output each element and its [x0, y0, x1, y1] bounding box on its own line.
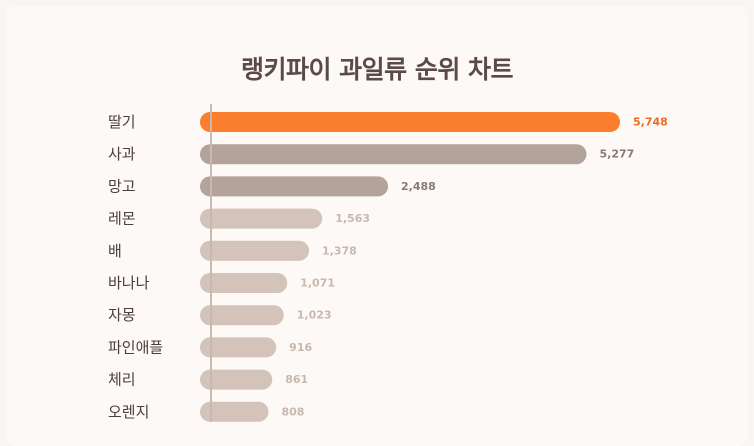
bar	[200, 144, 587, 165]
category-label: 망고	[108, 177, 136, 195]
chart-card	[6, 6, 748, 446]
bar	[200, 369, 273, 390]
value-label: 916	[289, 341, 312, 354]
category-label: 배	[108, 242, 122, 260]
bar	[200, 208, 323, 229]
value-label: 1,563	[335, 212, 370, 225]
value-label: 5,748	[633, 116, 668, 129]
bar	[200, 112, 620, 132]
category-label: 체리	[108, 371, 136, 389]
category-label: 자몽	[108, 306, 136, 324]
value-label: 1,071	[300, 277, 335, 290]
category-label: 파인애플	[108, 338, 163, 356]
category-label: 오렌지	[108, 403, 149, 421]
category-label: 딸기	[108, 113, 136, 131]
value-label: 5,277	[599, 148, 634, 161]
bar	[200, 273, 288, 293]
chart-title: 랭키파이 과일류 순위 차트	[240, 55, 514, 84]
bar	[200, 401, 269, 422]
value-label: 1,378	[322, 244, 357, 257]
bar	[200, 176, 389, 197]
category-label: 레몬	[108, 210, 136, 228]
bar	[200, 337, 277, 358]
value-label: 2,488	[401, 180, 436, 193]
bar	[200, 240, 310, 261]
value-label: 1,023	[297, 309, 332, 322]
value-label: 808	[281, 405, 304, 418]
value-label: 861	[285, 373, 308, 386]
bar	[200, 305, 284, 326]
category-label: 사과	[108, 145, 136, 163]
category-label: 바나나	[108, 274, 150, 292]
